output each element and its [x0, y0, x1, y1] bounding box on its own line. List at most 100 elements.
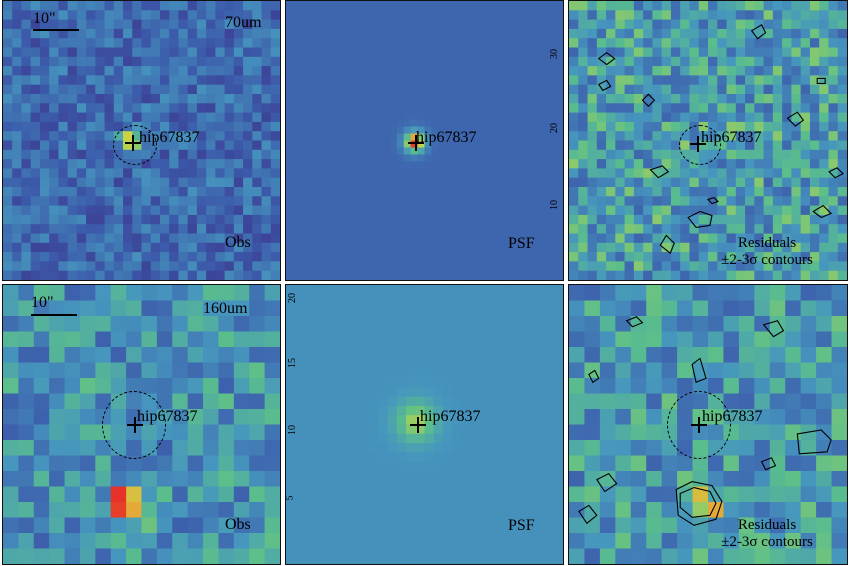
pixel	[424, 63, 433, 72]
pixel	[3, 517, 19, 534]
pixel	[304, 312, 315, 323]
pixel	[466, 112, 474, 121]
pixel	[521, 161, 529, 170]
pixel	[369, 312, 379, 323]
pixel	[556, 140, 563, 149]
pixel	[299, 168, 308, 176]
pixel	[615, 75, 626, 86]
pixel	[49, 196, 59, 207]
pixel	[535, 63, 543, 72]
pixel	[141, 261, 152, 272]
pixel	[292, 231, 301, 239]
pixel	[652, 270, 663, 280]
pixel	[438, 273, 446, 280]
pixel	[49, 393, 66, 410]
pixel	[299, 7, 308, 16]
pixel	[735, 261, 746, 272]
pixel	[459, 224, 467, 232]
pixel	[643, 38, 653, 49]
pixel	[438, 189, 446, 197]
pixel	[33, 486, 50, 503]
pixel	[493, 140, 502, 149]
pixel	[12, 224, 23, 235]
pixel	[313, 252, 322, 260]
pixel	[556, 154, 563, 163]
pixel	[313, 294, 324, 305]
pixel	[461, 508, 472, 519]
pixel	[86, 121, 96, 132]
pixel	[507, 303, 518, 314]
pixel	[542, 42, 550, 51]
pixel	[320, 105, 329, 114]
pixel	[661, 75, 672, 86]
pixel	[218, 533, 235, 550]
pixel	[104, 121, 115, 132]
pixel	[549, 77, 557, 86]
pixel	[350, 312, 361, 323]
pixel	[837, 252, 847, 262]
pixel	[498, 368, 509, 379]
pixel	[544, 554, 555, 564]
pixel	[606, 252, 616, 262]
pixel	[772, 177, 783, 188]
pixel	[286, 508, 296, 519]
pixel	[327, 175, 336, 183]
pixel	[680, 168, 691, 179]
pixel	[172, 315, 189, 333]
pixel	[295, 368, 306, 379]
pixel	[49, 19, 59, 30]
pixel	[549, 189, 557, 197]
pixel	[270, 94, 280, 104]
pixel	[528, 154, 536, 163]
pixel	[76, 177, 87, 188]
pixel	[445, 231, 453, 239]
pixel	[452, 331, 463, 342]
pixel	[410, 154, 419, 163]
pixel	[452, 273, 460, 280]
pixel	[459, 7, 467, 16]
pixel	[410, 175, 419, 183]
pixel	[261, 168, 272, 179]
pixel	[387, 303, 398, 314]
pixel	[535, 126, 543, 135]
pixel	[104, 56, 115, 67]
pixel	[410, 21, 419, 30]
pixel	[3, 75, 13, 86]
pixel	[754, 140, 765, 151]
pixel	[187, 346, 204, 364]
pixel	[39, 196, 50, 207]
pixel	[516, 433, 527, 444]
pixel	[521, 196, 529, 204]
pixel	[470, 340, 481, 351]
pixel	[113, 56, 124, 67]
pixel	[417, 273, 426, 280]
pixel	[544, 387, 555, 398]
pixel	[299, 70, 308, 79]
pixel	[535, 35, 543, 44]
pixel	[306, 119, 315, 128]
pixel	[369, 217, 377, 225]
pixel	[445, 175, 453, 183]
pixel	[569, 224, 579, 235]
pixel	[332, 470, 342, 481]
pixel	[763, 214, 774, 225]
pixel	[754, 159, 765, 169]
pixel	[599, 424, 616, 441]
pixel	[252, 168, 263, 179]
pixel	[556, 35, 563, 44]
pixel	[680, 84, 691, 95]
pixel	[113, 66, 124, 77]
pixel	[403, 21, 412, 30]
pixel	[172, 439, 189, 457]
pixel	[507, 259, 516, 267]
pixel	[828, 252, 839, 262]
pixel	[382, 7, 391, 16]
pixel	[528, 35, 536, 44]
pixel	[680, 121, 691, 132]
pixel	[819, 66, 830, 77]
pixel	[196, 261, 207, 272]
pixel	[49, 315, 66, 333]
pixel	[382, 154, 391, 163]
pixel	[104, 66, 115, 77]
pixel	[500, 196, 509, 204]
